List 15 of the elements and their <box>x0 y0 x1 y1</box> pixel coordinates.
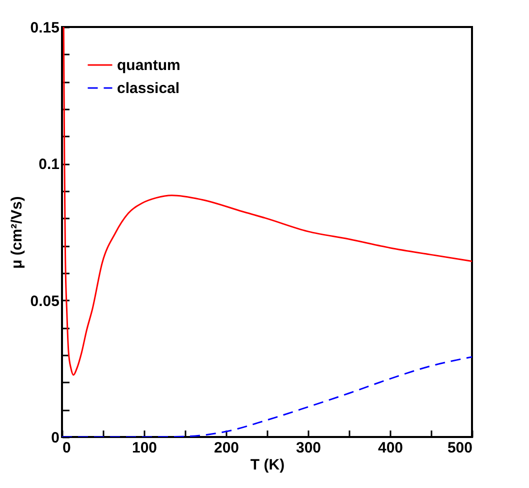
y-tick-label: 0.1 <box>38 156 60 174</box>
x-tick-label: 0 <box>62 440 71 456</box>
y-tick-label: 0.15 <box>30 20 60 36</box>
line-series <box>62 356 472 437</box>
y-axis-title: μ (cm²/Vs) <box>8 196 26 269</box>
x-tick-label: 100 <box>132 440 158 456</box>
x-tick-label: 300 <box>296 440 322 456</box>
line-series <box>62 27 472 376</box>
y-tick-label: 0.05 <box>30 292 60 310</box>
x-axis-title: T (K) <box>250 456 285 474</box>
legend-label: classical <box>117 80 180 97</box>
x-tick-label: 400 <box>378 440 404 456</box>
legend-label: quantum <box>117 57 180 74</box>
x-tick-label: 200 <box>214 440 240 456</box>
x-tick-label: 500 <box>447 440 472 456</box>
